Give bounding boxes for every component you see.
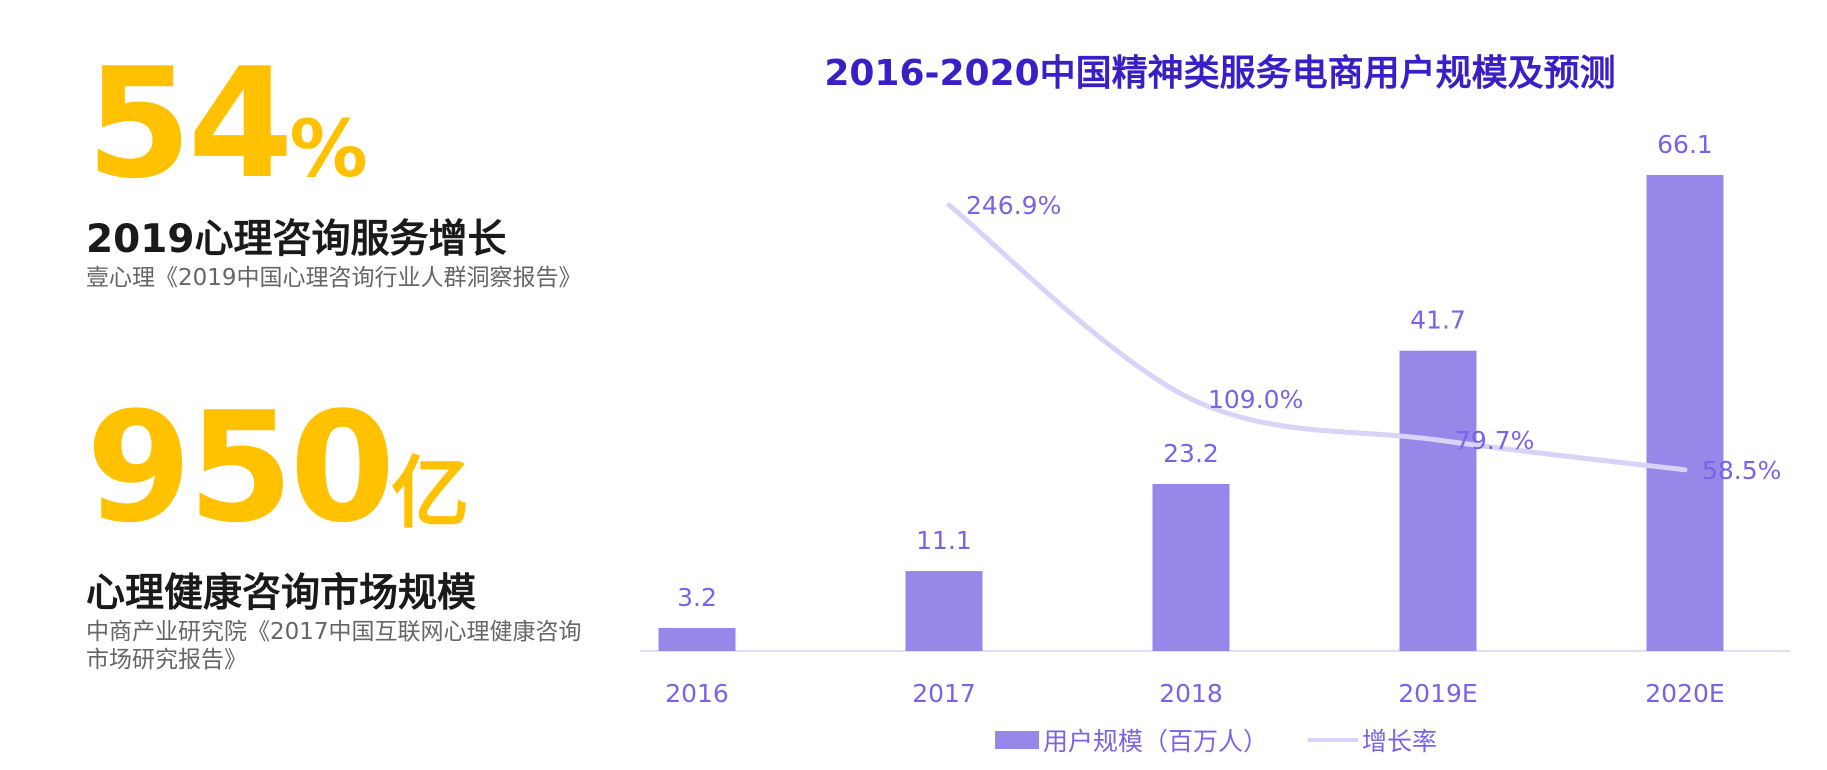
x-tick-2020E: 2020E xyxy=(1645,679,1724,708)
stat-market-size-source: 中商产业研究院《2017中国互联网心理健康咨询市场研究报告》 xyxy=(86,619,582,673)
bar-label-2020E: 66.1 xyxy=(1657,130,1713,159)
stat-growth-title: 2019心理咨询服务增长 xyxy=(86,217,507,262)
legend-bar-label: 用户规模（百万人） xyxy=(1043,727,1269,756)
bar-label-2017: 11.1 xyxy=(916,526,972,555)
x-tick-2017: 2017 xyxy=(912,679,976,708)
x-tick-2018: 2018 xyxy=(1159,679,1223,708)
bar-2017 xyxy=(905,571,983,651)
stat-market-size-value: 950亿 xyxy=(86,379,470,556)
legend-line-swatch xyxy=(1308,738,1359,742)
bar-label-2019E: 41.7 xyxy=(1410,306,1466,335)
bar-2019E xyxy=(1399,350,1477,651)
chart-legend: 用户规模（百万人） 增长率 xyxy=(995,722,1437,758)
stat-growth-source: 壹心理《2019中国心理咨询行业人群洞察报告》 xyxy=(86,265,582,291)
line-label-2020E: 58.5% xyxy=(1702,456,1781,485)
bar-label-2018: 23.2 xyxy=(1163,439,1219,468)
line-label-2019E: 79.7% xyxy=(1455,426,1534,455)
bar-2020E xyxy=(1646,175,1724,651)
line-label-2017: 246.9% xyxy=(966,191,1061,220)
stat-growth: 54% 2019心理咨询服务增长 壹心理《2019中国心理咨询行业人群洞察报告》 xyxy=(86,48,582,292)
legend-bar-swatch xyxy=(995,731,1039,749)
growth-rate-line xyxy=(946,202,1688,473)
x-tick-2019E: 2019E xyxy=(1398,679,1477,708)
bar-2018 xyxy=(1152,483,1230,651)
chart-title: 2016-2020中国精神类服务电商用户规模及预测 xyxy=(824,53,1616,94)
stat-market-size: 950亿 心理健康咨询市场规模 中商产业研究院《2017中国互联网心理健康咨询市… xyxy=(86,392,596,674)
bar-2016 xyxy=(658,627,736,651)
line-label-2018: 109.0% xyxy=(1208,385,1303,414)
stat-growth-value: 54% xyxy=(86,35,368,212)
legend-line-label: 增长率 xyxy=(1362,727,1438,756)
stat-market-size-title: 心理健康咨询市场规模 xyxy=(86,571,477,616)
x-tick-2016: 2016 xyxy=(665,679,729,708)
bar-label-2016: 3.2 xyxy=(677,583,717,612)
